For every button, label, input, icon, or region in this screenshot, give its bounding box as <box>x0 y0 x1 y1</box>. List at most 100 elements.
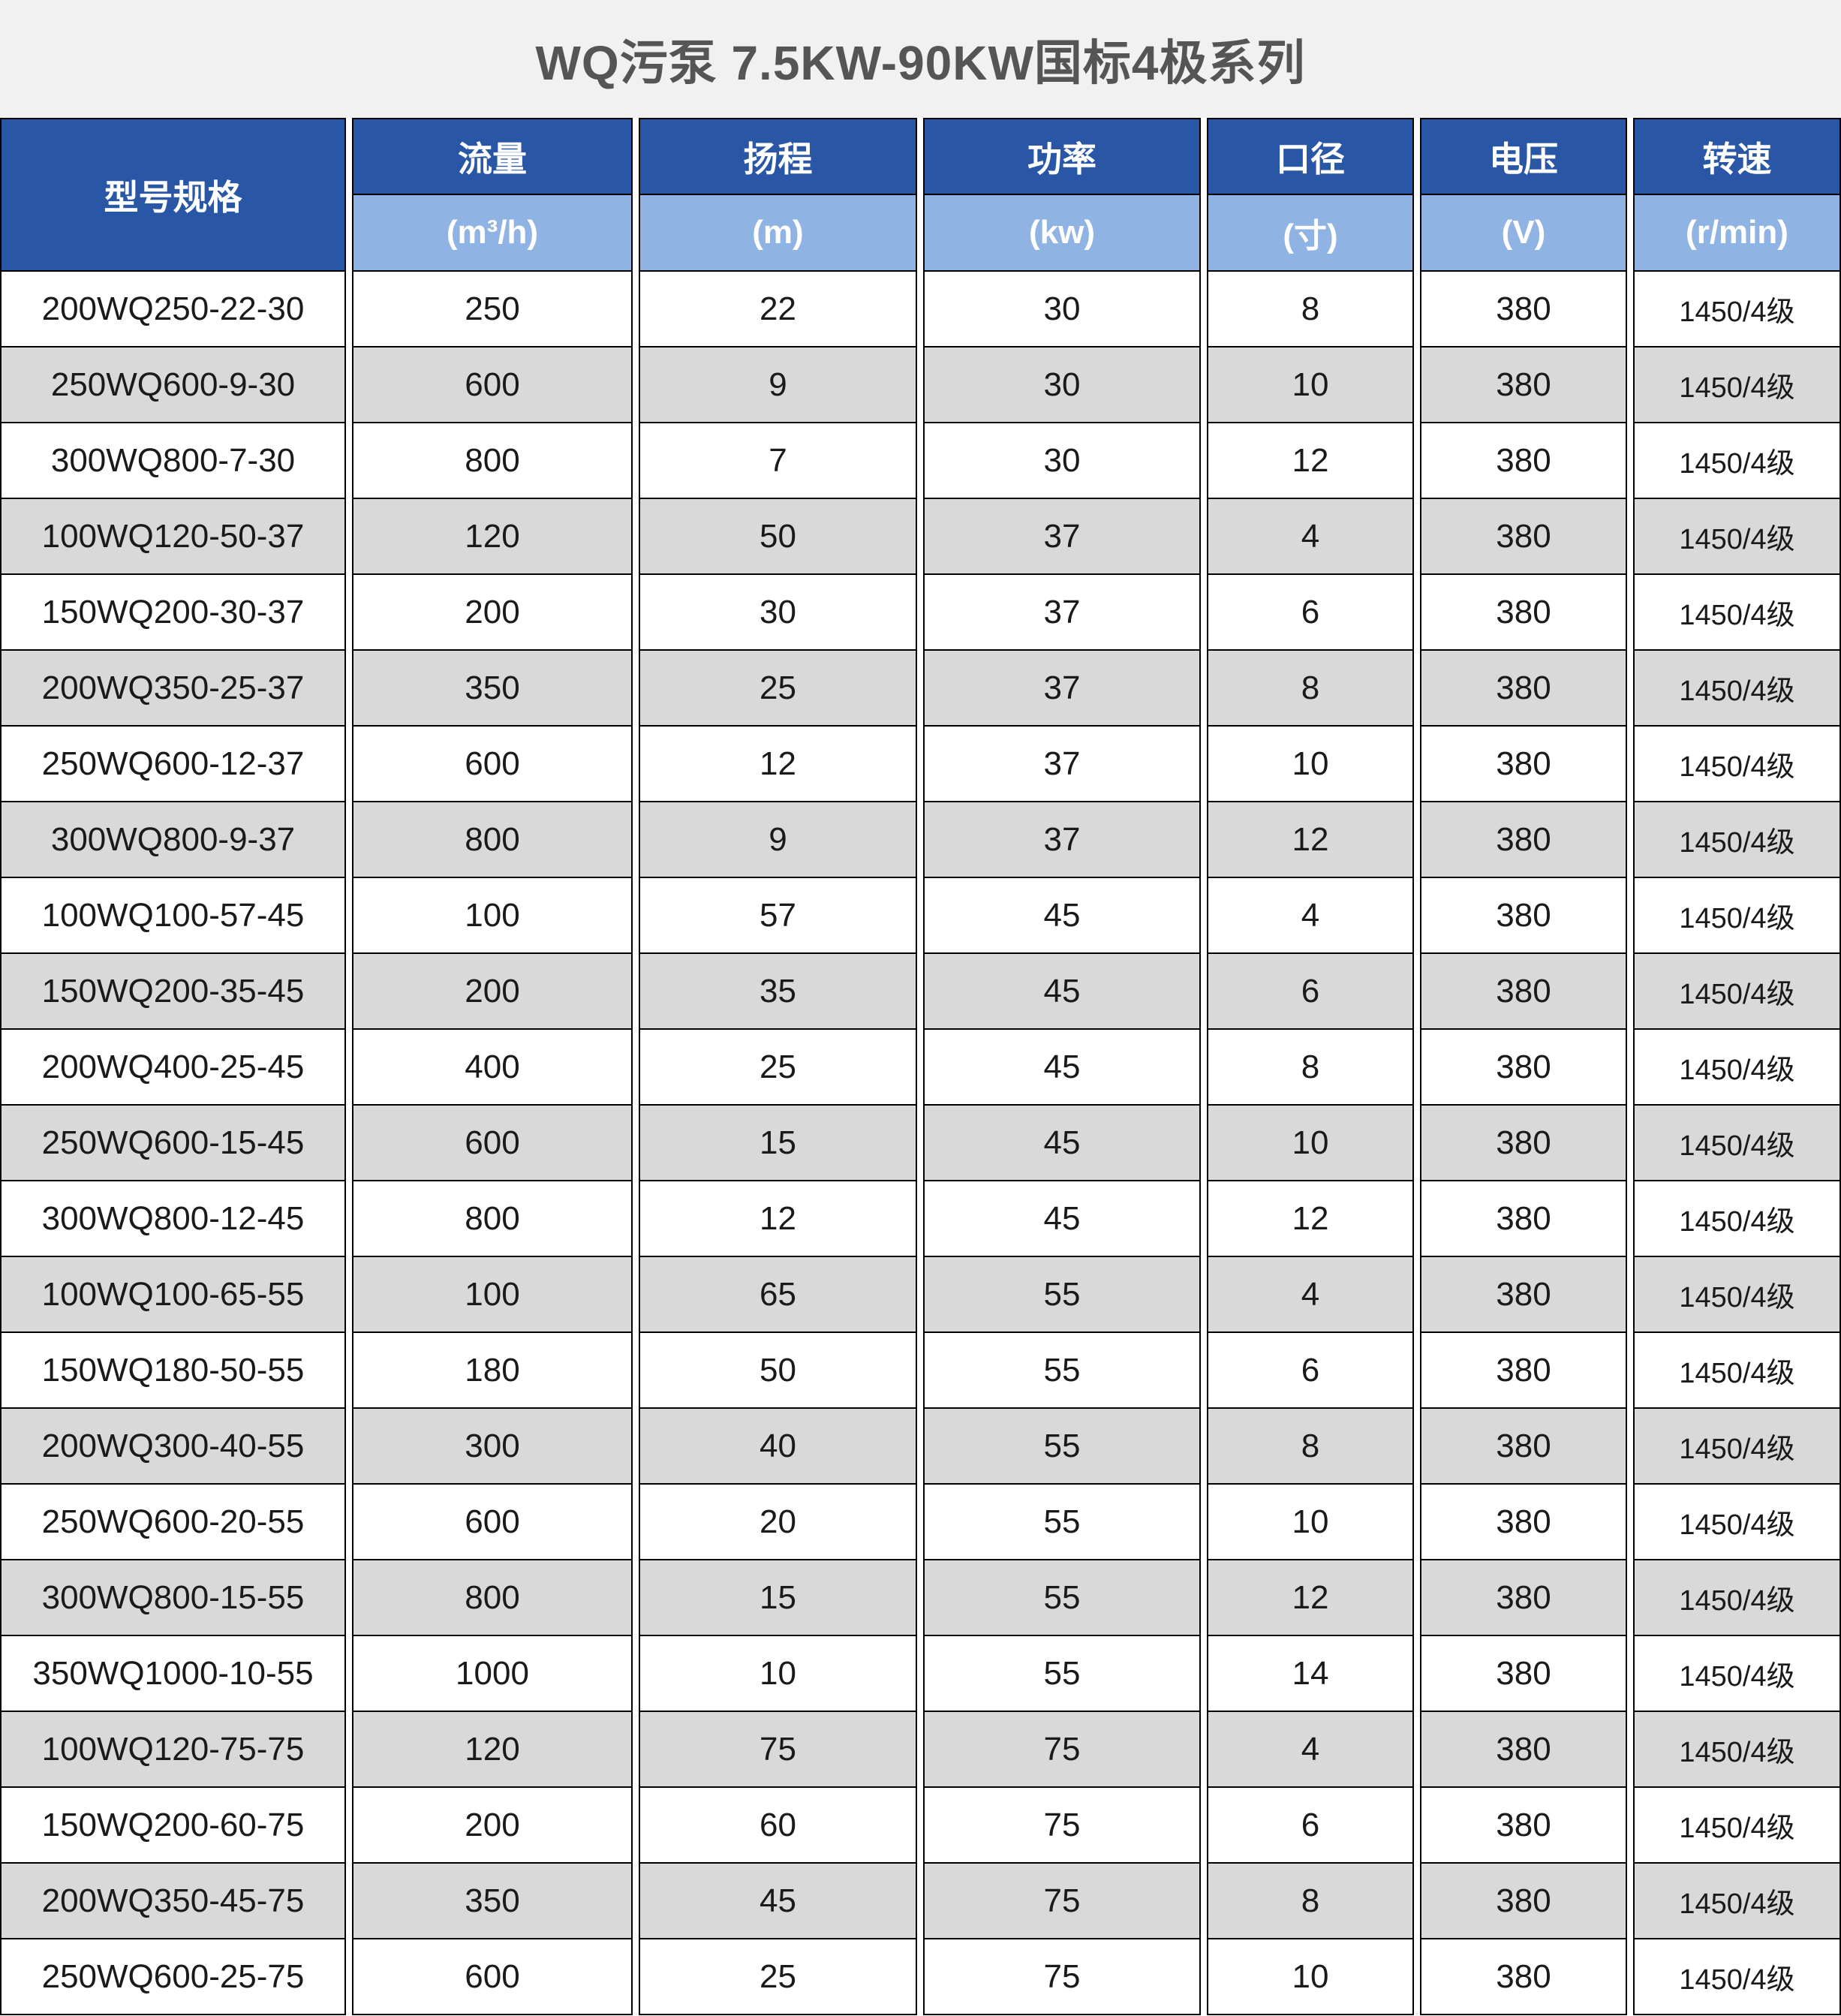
pump-spec-table: 型号规格 200WQ250-22-30 250WQ600-9-30 300WQ800-… <box>0 118 1841 2015</box>
table-cell: 1450/4级 <box>1635 575 1839 651</box>
table-cell: 55 <box>925 1409 1199 1485</box>
table-cell: 25 <box>640 1030 916 1106</box>
table-cell: 1450/4级 <box>1635 1939 1839 2014</box>
table-cell: 25 <box>640 651 916 727</box>
table-cell: 100 <box>353 1257 631 1333</box>
table-cell: 45 <box>640 1864 916 1939</box>
table-cell: 600 <box>353 348 631 423</box>
table-cell: 1450/4级 <box>1635 802 1839 878</box>
table-cell: 1450/4级 <box>1635 1106 1839 1181</box>
column-unit-head: (m) <box>640 195 916 272</box>
table-cell: 1450/4级 <box>1635 1485 1839 1560</box>
table-cell: 7 <box>640 423 916 499</box>
table-cell: 380 <box>1421 651 1626 727</box>
table-cell: 9 <box>640 802 916 878</box>
table-cell: 1450/4级 <box>1635 727 1839 802</box>
column-header-power: 功率 <box>925 119 1199 195</box>
table-cell: 200WQ300-40-55 <box>2 1409 344 1485</box>
table-cell: 300WQ800-9-37 <box>2 802 344 878</box>
table-cell: 37 <box>925 651 1199 727</box>
table-cell: 380 <box>1421 499 1626 575</box>
table-cell: 12 <box>1208 802 1412 878</box>
column-unit-speed: (r/min) <box>1635 195 1839 272</box>
column-header-model: 型号规格 <box>2 119 344 272</box>
table-cell: 45 <box>925 954 1199 1030</box>
table-cell: 300WQ800-12-45 <box>2 1181 344 1257</box>
table-cell: 6 <box>1208 954 1412 1030</box>
table-cell: 45 <box>925 1106 1199 1181</box>
table-cell: 350WQ1000-10-55 <box>2 1636 344 1712</box>
table-cell: 600 <box>353 1106 631 1181</box>
table-cell: 100WQ120-50-37 <box>2 499 344 575</box>
table-cell: 380 <box>1421 1333 1626 1409</box>
table-cell: 200 <box>353 1788 631 1864</box>
table-cell: 40 <box>640 1409 916 1485</box>
table-cell: 4 <box>1208 499 1412 575</box>
table-cell: 380 <box>1421 954 1626 1030</box>
table-cell: 800 <box>353 1181 631 1257</box>
table-cell: 55 <box>925 1485 1199 1560</box>
table-cell: 380 <box>1421 1409 1626 1485</box>
column-unit-voltage: (V) <box>1421 195 1626 272</box>
table-cell: 45 <box>925 878 1199 954</box>
table-cell: 380 <box>1421 1485 1626 1560</box>
table-cell: 1450/4级 <box>1635 423 1839 499</box>
table-cell: 1450/4级 <box>1635 1333 1839 1409</box>
table-cell: 4 <box>1208 1712 1412 1788</box>
table-cell: 22 <box>640 272 916 348</box>
column-voltage: 电压 (V) 380 380 380 380 380 380 380 380 380 380 380 38… <box>1420 118 1627 2015</box>
table-cell: 100WQ100-57-45 <box>2 878 344 954</box>
table-cell: 380 <box>1421 1864 1626 1939</box>
column-flow: 流量 (m³/h) 250 600 800 120 200 350 600 800 100 200 40… <box>352 118 633 2015</box>
table-cell: 15 <box>640 1560 916 1636</box>
table-cell: 55 <box>925 1257 1199 1333</box>
table-cell: 37 <box>925 802 1199 878</box>
table-cell: 400 <box>353 1030 631 1106</box>
table-cell: 250WQ600-25-75 <box>2 1939 344 2014</box>
column-head: 扬程 (m) 22 9 7 50 30 25 12 9 57 35 25 15 12 65 50 40 20 15 10… <box>639 118 917 2015</box>
table-cell: 200WQ400-25-45 <box>2 1030 344 1106</box>
table-cell: 57 <box>640 878 916 954</box>
table-cell: 200 <box>353 954 631 1030</box>
table-cell: 250WQ600-20-55 <box>2 1485 344 1560</box>
table-cell: 35 <box>640 954 916 1030</box>
table-cell: 75 <box>925 1788 1199 1864</box>
table-cell: 380 <box>1421 802 1626 878</box>
table-cell: 55 <box>925 1333 1199 1409</box>
table-cell: 380 <box>1421 1636 1626 1712</box>
table-cell: 4 <box>1208 878 1412 954</box>
table-cell: 600 <box>353 1485 631 1560</box>
table-cell: 380 <box>1421 1939 1626 2014</box>
table-cell: 6 <box>1208 575 1412 651</box>
table-cell: 15 <box>640 1106 916 1181</box>
table-cell: 380 <box>1421 1560 1626 1636</box>
table-cell: 200WQ350-25-37 <box>2 651 344 727</box>
table-cell: 30 <box>925 348 1199 423</box>
table-cell: 30 <box>640 575 916 651</box>
column-diameter: 口径 (寸) 8 10 12 4 6 8 10 12 4 6 8 10 12 4 6 8 10 12 14 4 6 8 10 <box>1207 118 1414 2015</box>
table-cell: 12 <box>1208 1560 1412 1636</box>
table-cell: 380 <box>1421 1788 1626 1864</box>
table-cell: 380 <box>1421 1030 1626 1106</box>
column-unit-diameter: (寸) <box>1208 195 1412 272</box>
table-cell: 12 <box>640 727 916 802</box>
table-cell: 380 <box>1421 575 1626 651</box>
table-cell: 10 <box>640 1636 916 1712</box>
table-cell: 25 <box>640 1939 916 2014</box>
column-header-speed: 转速 <box>1635 119 1839 195</box>
table-cell: 380 <box>1421 1106 1626 1181</box>
table-cell: 380 <box>1421 878 1626 954</box>
table-cell: 100WQ100-65-55 <box>2 1257 344 1333</box>
table-cell: 1450/4级 <box>1635 1788 1839 1864</box>
table-cell: 300WQ800-7-30 <box>2 423 344 499</box>
table-cell: 12 <box>1208 423 1412 499</box>
table-cell: 1450/4级 <box>1635 1257 1839 1333</box>
table-cell: 1450/4级 <box>1635 272 1839 348</box>
table-cell: 1450/4级 <box>1635 651 1839 727</box>
table-cell: 150WQ200-35-45 <box>2 954 344 1030</box>
page-title: WQ污泵 7.5KW-90KW国标4极系列 <box>535 35 1306 90</box>
column-unit-power: (kw) <box>925 195 1199 272</box>
table-cell: 8 <box>1208 1864 1412 1939</box>
table-cell: 380 <box>1421 1181 1626 1257</box>
